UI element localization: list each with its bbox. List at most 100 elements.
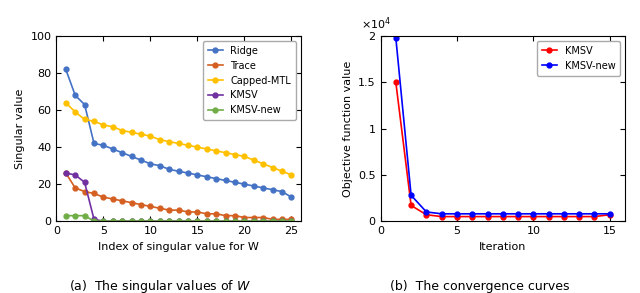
Capped-MTL — [147, 134, 154, 138]
Legend: Ridge, Trace, Capped-MTL, KMSV, KMSV-new: Ridge, Trace, Capped-MTL, KMSV, KMSV-new — [203, 41, 296, 120]
X-axis label: Iteration: Iteration — [479, 242, 527, 252]
KMSV-new — [514, 212, 522, 216]
Ridge — [287, 195, 295, 199]
Text: (b)  The convergence curves: (b) The convergence curves — [390, 280, 570, 293]
KMSV-new — [250, 219, 258, 223]
Capped-MTL — [118, 129, 126, 132]
KMSV — [591, 215, 598, 218]
Trace — [72, 186, 79, 190]
Trace — [118, 199, 126, 203]
Line: Trace: Trace — [63, 171, 294, 222]
KMSV — [422, 213, 430, 217]
KMSV-new — [109, 219, 116, 223]
Line: Capped-MTL: Capped-MTL — [63, 100, 294, 177]
KMSV-new — [118, 219, 126, 223]
Capped-MTL — [193, 145, 201, 149]
Ridge — [269, 188, 276, 192]
KMSV-new — [137, 219, 145, 223]
Capped-MTL — [109, 125, 116, 129]
KMSV-new — [241, 219, 248, 223]
Capped-MTL — [184, 144, 192, 147]
Trace — [269, 218, 276, 221]
Capped-MTL — [287, 173, 295, 177]
Capped-MTL — [250, 159, 258, 162]
Capped-MTL — [278, 169, 286, 173]
KMSV — [250, 219, 258, 223]
KMSV-new — [90, 219, 98, 223]
KMSV — [392, 81, 399, 84]
KMSV-new — [438, 212, 445, 216]
Line: KMSV: KMSV — [63, 171, 294, 224]
Ridge — [203, 175, 211, 178]
Ridge — [62, 68, 70, 71]
Line: KMSV-new: KMSV-new — [63, 213, 294, 224]
KMSV-new — [560, 212, 568, 216]
KMSV-new — [499, 212, 507, 216]
Trace — [100, 195, 108, 199]
KMSV — [499, 215, 507, 218]
Capped-MTL — [259, 162, 267, 166]
KMSV — [118, 219, 126, 223]
Capped-MTL — [62, 101, 70, 105]
Trace — [222, 214, 230, 217]
KMSV-new — [269, 219, 276, 223]
Ridge — [137, 159, 145, 162]
KMSV-new — [392, 36, 399, 40]
KMSV-new — [184, 219, 192, 223]
Y-axis label: Singular value: Singular value — [15, 88, 25, 169]
KMSV-new — [212, 219, 220, 223]
Capped-MTL — [231, 153, 239, 156]
KMSV — [100, 219, 108, 223]
KMSV-new — [278, 219, 286, 223]
KMSV-new — [203, 219, 211, 223]
KMSV-new — [484, 212, 492, 216]
KMSV — [137, 219, 145, 223]
Trace — [250, 216, 258, 219]
Capped-MTL — [156, 138, 164, 142]
Trace — [156, 207, 164, 210]
Trace — [165, 208, 173, 212]
KMSV-new — [287, 219, 295, 223]
Ridge — [81, 103, 88, 106]
KMSV — [468, 215, 476, 218]
KMSV — [241, 219, 248, 223]
Capped-MTL — [165, 140, 173, 143]
KMSV — [156, 219, 164, 223]
Ridge — [241, 183, 248, 186]
KMSV — [165, 219, 173, 223]
Ridge — [231, 180, 239, 184]
Ridge — [118, 151, 126, 154]
X-axis label: Index of singular value for W: Index of singular value for W — [98, 242, 259, 252]
Capped-MTL — [100, 123, 108, 127]
Ridge — [250, 184, 258, 188]
KMSV-new — [231, 219, 239, 223]
Text: (a)  The singular values of $W$: (a) The singular values of $W$ — [69, 278, 251, 293]
KMSV-new — [606, 212, 614, 216]
KMSV — [529, 215, 537, 218]
Capped-MTL — [90, 120, 98, 123]
Ridge — [212, 177, 220, 180]
Line: KMSV-new: KMSV-new — [394, 35, 612, 216]
Trace — [287, 218, 295, 221]
KMSV — [62, 171, 70, 175]
Trace — [259, 216, 267, 219]
Ridge — [72, 93, 79, 97]
KMSV — [193, 219, 201, 223]
Ridge — [259, 186, 267, 190]
KMSV-new — [575, 212, 583, 216]
KMSV-new — [165, 219, 173, 223]
Trace — [231, 214, 239, 217]
Ridge — [128, 155, 136, 158]
Trace — [62, 171, 70, 175]
KMSV — [109, 219, 116, 223]
Ridge — [222, 179, 230, 182]
KMSV — [147, 219, 154, 223]
KMSV — [81, 180, 88, 184]
KMSV-new — [193, 219, 201, 223]
KMSV-new — [72, 214, 79, 217]
Trace — [203, 212, 211, 216]
KMSV — [438, 215, 445, 218]
KMSV-new — [156, 219, 164, 223]
Ridge — [175, 169, 182, 173]
Trace — [109, 197, 116, 201]
